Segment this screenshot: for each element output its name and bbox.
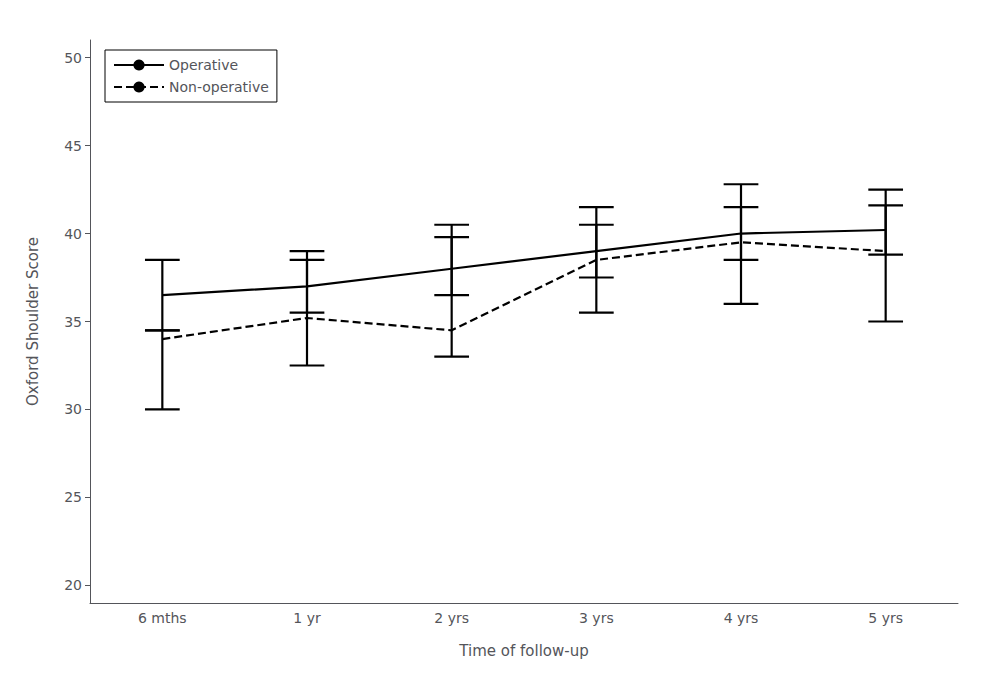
- svg-text:Operative: Operative: [169, 57, 238, 73]
- svg-text:5 yrs: 5 yrs: [868, 610, 903, 626]
- svg-text:Oxford Shoulder Score: Oxford Shoulder Score: [24, 237, 42, 406]
- svg-text:40: 40: [64, 226, 82, 242]
- svg-text:25: 25: [64, 489, 82, 505]
- svg-text:30: 30: [64, 401, 82, 417]
- svg-text:4 yrs: 4 yrs: [724, 610, 759, 626]
- svg-text:2 yrs: 2 yrs: [434, 610, 469, 626]
- svg-text:Non-operative: Non-operative: [169, 79, 269, 95]
- svg-text:20: 20: [64, 577, 82, 593]
- svg-text:Time of follow-up: Time of follow-up: [458, 642, 588, 660]
- svg-text:3 yrs: 3 yrs: [579, 610, 614, 626]
- svg-text:35: 35: [64, 314, 82, 330]
- svg-text:50: 50: [64, 50, 82, 66]
- svg-text:45: 45: [64, 138, 82, 154]
- svg-text:1 yr: 1 yr: [293, 610, 321, 626]
- svg-text:6 mths: 6 mths: [138, 610, 187, 626]
